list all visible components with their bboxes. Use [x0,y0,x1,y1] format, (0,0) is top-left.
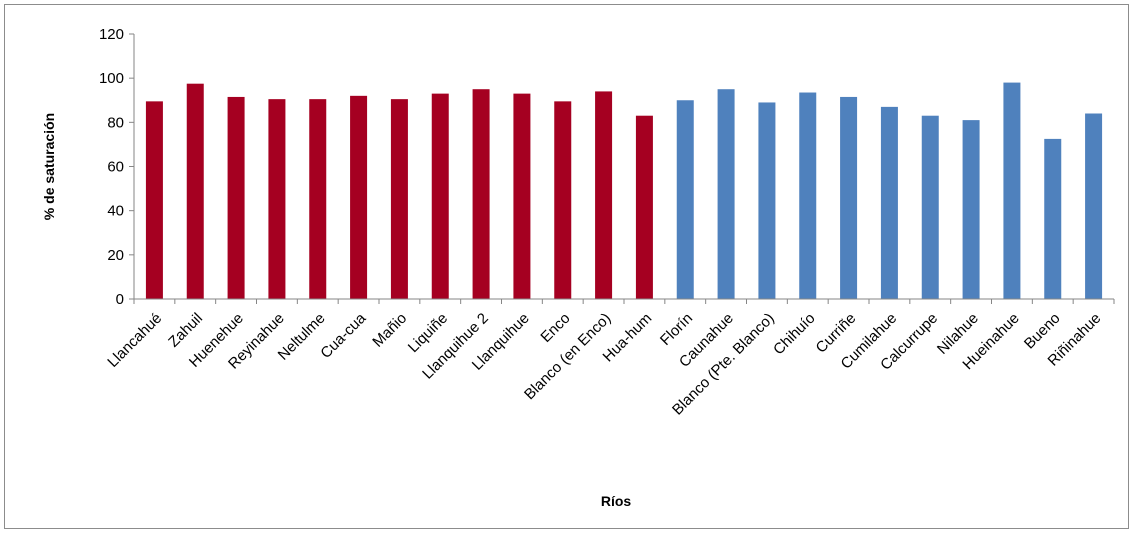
x-tick-label: Llancahué [104,310,165,371]
bar [1085,113,1103,299]
bar [1044,138,1062,299]
bar [635,115,653,299]
x-axis-title: Ríos [601,493,632,509]
bar [595,91,613,300]
y-tick-label: 40 [107,203,124,220]
bar [472,89,490,299]
y-tick-labels: 0 20 40 60 80 100 120 [99,26,124,308]
y-tick-label: 120 [99,26,124,43]
bar [717,89,735,299]
bar [758,102,776,299]
bar [268,99,286,299]
x-tick-label: Cua-cua [317,309,370,362]
x-tick-label: Chihuío [770,310,819,359]
axes-layer [129,33,1115,304]
bar [350,95,368,299]
bar [513,93,531,299]
x-tick-label: Florín [657,310,696,349]
bar [431,93,449,299]
bars-layer [145,82,1103,300]
bar [962,120,980,299]
bar [554,101,572,300]
bar [676,100,694,299]
bar [390,99,408,299]
bar [145,101,163,300]
bar [186,83,204,299]
bar [799,92,817,299]
bar [921,115,939,299]
bar [880,106,898,299]
bar [309,99,327,299]
y-tick-label: 0 [116,291,124,308]
y-tick-label: 20 [107,247,124,264]
x-tick-label: Enco [537,310,573,346]
bar [840,96,858,299]
y-tick-label: 60 [107,159,124,176]
y-axis-title: % de saturación [41,113,57,220]
bar [1003,82,1021,299]
bar [227,96,245,299]
y-tick-label: 80 [107,114,124,131]
x-tick-labels: Llancahué ZahuilHuenehueReyinahueNeltulme… [104,309,1104,418]
y-tick-label: 100 [99,70,124,87]
